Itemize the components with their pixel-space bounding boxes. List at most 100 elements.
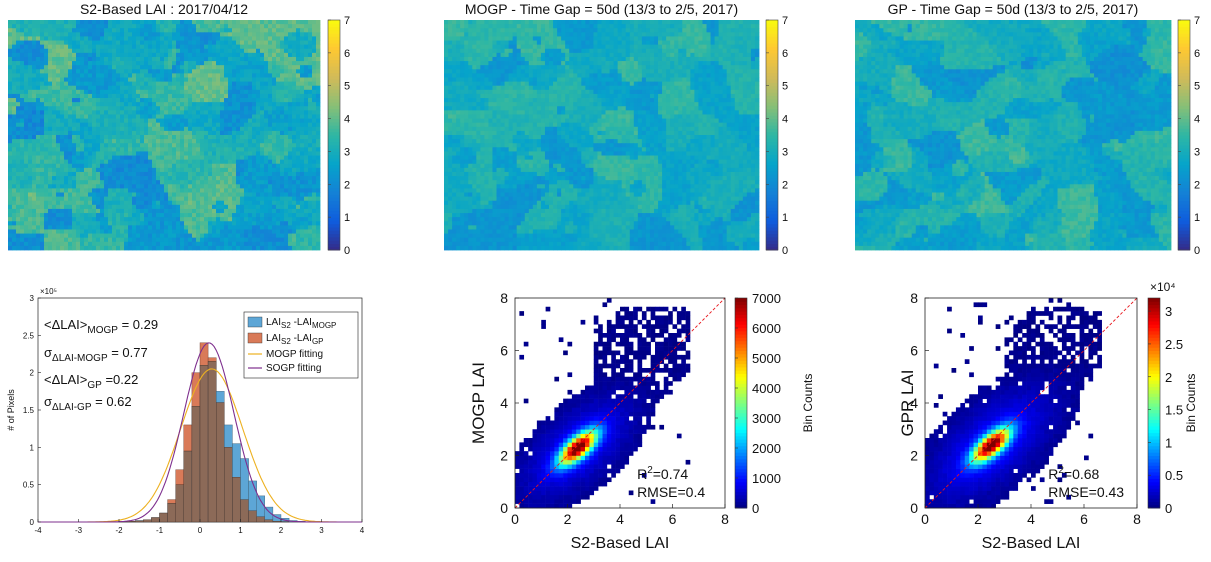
- map-pixel: [284, 28, 288, 33]
- map-pixel: [456, 24, 460, 29]
- map-pixel: [236, 213, 240, 218]
- map-pixel: [312, 135, 316, 140]
- map-pixel: [192, 94, 196, 99]
- map-pixel: [638, 20, 642, 25]
- colorbar-segment: [328, 36, 340, 40]
- map-pixel: [224, 36, 228, 41]
- map-pixel: [48, 164, 52, 169]
- map-pixel: [212, 86, 216, 91]
- map-pixel: [264, 45, 268, 50]
- map-pixel: [112, 94, 116, 99]
- map-pixel: [304, 106, 308, 111]
- map-pixel: [80, 213, 84, 218]
- map-pixel: [280, 123, 284, 128]
- map-pixel: [589, 28, 593, 33]
- map-pixel: [68, 110, 72, 115]
- map-pixel: [456, 28, 460, 33]
- map-pixel: [76, 36, 80, 41]
- map-pixel: [156, 242, 160, 247]
- map-pixel: [513, 20, 517, 25]
- map-pixel: [128, 127, 132, 132]
- map-pixel: [497, 45, 501, 50]
- map-pixel: [224, 32, 228, 37]
- map-pixel: [160, 78, 164, 83]
- map-pixel: [188, 86, 192, 91]
- map-pixel: [100, 238, 104, 243]
- map-pixel: [244, 246, 248, 251]
- map-pixel: [96, 28, 100, 33]
- map-pixel: [152, 205, 156, 210]
- map-pixel: [204, 193, 208, 198]
- map-pixel: [84, 110, 88, 115]
- map-pixel: [280, 229, 284, 234]
- map-pixel: [220, 176, 224, 181]
- map-pixel: [72, 172, 76, 177]
- map-pixel: [176, 24, 180, 29]
- map-pixel: [200, 209, 204, 214]
- map-pixel: [224, 119, 228, 124]
- map-pixel: [48, 180, 52, 185]
- map-pixel: [60, 86, 64, 91]
- map-pixel: [304, 28, 308, 33]
- map-pixel: [160, 24, 164, 29]
- map-pixel: [36, 225, 40, 230]
- map-pixel: [735, 36, 739, 41]
- map-pixel: [36, 131, 40, 136]
- map-pixel: [100, 94, 104, 99]
- map-pixel: [316, 151, 320, 156]
- map-pixel: [128, 238, 132, 243]
- map-pixel: [228, 234, 232, 239]
- map-pixel: [480, 20, 484, 25]
- map-pixel: [100, 156, 104, 161]
- map-pixel: [156, 234, 160, 239]
- map-pixel: [32, 61, 36, 66]
- map-pixel: [168, 201, 172, 206]
- map-pixel: [300, 32, 304, 37]
- map-pixel: [44, 168, 48, 173]
- map-pixel: [180, 65, 184, 70]
- map-pixel: [236, 242, 240, 247]
- map-pixel: [164, 172, 168, 177]
- map-pixel: [112, 36, 116, 41]
- map-pixel: [128, 57, 132, 62]
- map-pixel: [120, 28, 124, 33]
- map-pixel: [264, 229, 268, 234]
- map-pixel: [196, 209, 200, 214]
- map-pixel: [36, 193, 40, 198]
- map-pixel: [88, 180, 92, 185]
- map-pixel: [72, 156, 76, 161]
- map-pixel: [12, 139, 16, 144]
- map-pixel: [240, 114, 244, 119]
- map-pixel: [80, 78, 84, 83]
- map-pixel: [252, 217, 256, 222]
- map-pixel: [72, 221, 76, 226]
- map-pixel: [252, 36, 256, 41]
- map-pixel: [96, 78, 100, 83]
- map-pixel: [36, 168, 40, 173]
- map-pixel: [116, 180, 120, 185]
- map-pixel: [52, 119, 56, 124]
- map-pixel: [116, 168, 120, 173]
- map-pixel: [192, 53, 196, 58]
- map-pixel: [96, 172, 100, 177]
- colorbar-tick-label: 5: [344, 81, 350, 93]
- map-pixel: [304, 24, 308, 29]
- map-pixel: [32, 176, 36, 181]
- map-pixel: [300, 90, 304, 95]
- map-pixel: [220, 28, 224, 33]
- map-pixel: [112, 168, 116, 173]
- map-pixel: [216, 193, 220, 198]
- colorbar-segment: [328, 197, 340, 201]
- map-pixel: [232, 180, 236, 185]
- map-pixel: [48, 151, 52, 156]
- map-pixel: [240, 164, 244, 169]
- map-pixel: [8, 90, 12, 95]
- map-pixel: [256, 147, 260, 152]
- map-pixel: [662, 24, 666, 29]
- map-pixel: [256, 172, 260, 177]
- map-pixel: [32, 69, 36, 74]
- map-pixel: [308, 238, 312, 243]
- map-pixel: [674, 32, 678, 37]
- map-pixel: [136, 156, 140, 161]
- map-pixel: [152, 238, 156, 243]
